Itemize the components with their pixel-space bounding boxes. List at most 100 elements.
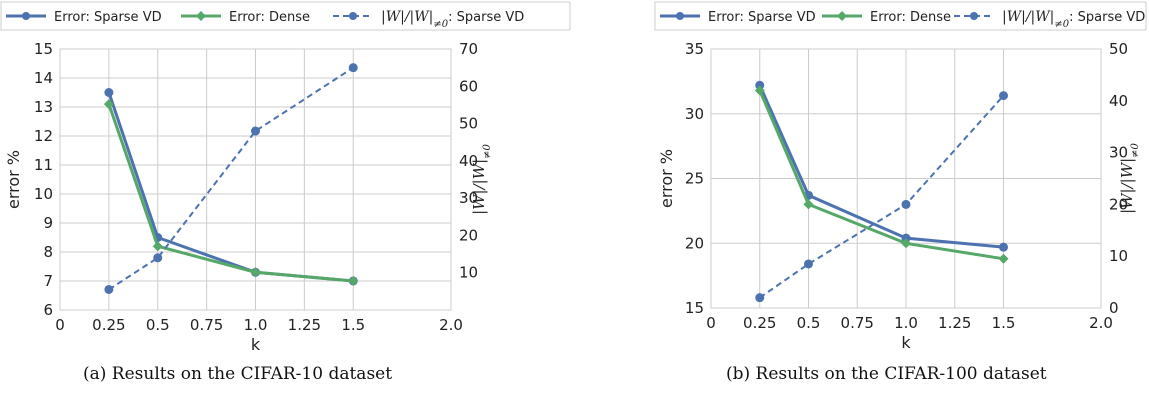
y2-tick-label: 20 bbox=[1109, 195, 1128, 213]
legend-marker-sparse-error bbox=[22, 12, 30, 20]
y-tick-label: 15 bbox=[685, 299, 704, 317]
legend-marker-dense-error bbox=[837, 11, 847, 21]
series-line bbox=[758, 89, 1004, 261]
y-tick-label: 13 bbox=[34, 98, 53, 116]
y-tick-label: 9 bbox=[43, 214, 53, 232]
y-axis-label: error % bbox=[657, 149, 676, 208]
data-point bbox=[250, 267, 261, 278]
legend-marker-sparse-ratio bbox=[349, 12, 357, 20]
data-point bbox=[103, 99, 114, 110]
series-line bbox=[758, 84, 1004, 249]
legend: Error: Sparse VD Error: Dense |W|/|W|≠0: S… bbox=[0, 1, 571, 31]
data-point bbox=[152, 241, 163, 252]
y-tick-label: 10 bbox=[34, 185, 53, 203]
series-line bbox=[108, 66, 354, 291]
legend-label-sparse-error: Error: Sparse VD bbox=[708, 10, 816, 25]
y-axis-label: error % bbox=[4, 150, 23, 209]
x-axis-label: k bbox=[251, 335, 261, 354]
data-point bbox=[251, 126, 260, 136]
y2-tick-label: 0 bbox=[1109, 299, 1119, 317]
plot-frame bbox=[710, 48, 1102, 309]
chart-panel-cifar100: Error: Sparse VD Error: Dense |W|/|W|≠0: S… bbox=[654, 0, 1149, 402]
x-tick-label: 2.0 bbox=[1089, 314, 1113, 332]
series-0 bbox=[104, 88, 358, 286]
series-2 bbox=[755, 91, 1008, 303]
x-tick-label: 1.5 bbox=[341, 316, 365, 334]
y-tick-label: 30 bbox=[685, 105, 704, 123]
y-tick-label: 12 bbox=[34, 127, 53, 145]
caption-cifar100: (b) Results on the CIFAR-100 dataset bbox=[726, 364, 1047, 384]
data-point bbox=[804, 259, 813, 269]
data-point bbox=[999, 91, 1008, 101]
x-tick-label: 0.25 bbox=[743, 314, 776, 332]
data-point bbox=[901, 238, 911, 249]
data-point bbox=[755, 293, 765, 303]
chart-cifar100: Error: Sparse VD Error: Dense |W|/|W|≠0: S… bbox=[654, 1, 1147, 352]
x-tick-label: 1.0 bbox=[894, 314, 918, 332]
y2-axis-label: |W|/|W|≠0 bbox=[1118, 142, 1141, 213]
y-tick-label: 20 bbox=[685, 234, 704, 252]
data-point bbox=[901, 233, 911, 243]
x-tick-label: 0.75 bbox=[841, 314, 874, 332]
x-tick-label: 0.5 bbox=[797, 314, 821, 332]
y-tick-label: 14 bbox=[34, 69, 53, 87]
y-tick-label: 25 bbox=[685, 170, 704, 188]
legend: Error: Sparse VD Error: Dense |W|/|W|≠0: S… bbox=[654, 1, 1147, 31]
legend-label-dense-error: Error: Dense bbox=[870, 10, 951, 25]
data-point bbox=[901, 199, 911, 209]
x-tick-label: 1.0 bbox=[244, 316, 268, 334]
y2-tick-label: 20 bbox=[459, 226, 478, 244]
data-point bbox=[755, 80, 765, 90]
y-tick-label: 6 bbox=[43, 301, 53, 319]
legend-box bbox=[654, 1, 1147, 31]
chart-panel-cifar10: Error: Sparse VD Error: Dense |W|/|W|≠0: S… bbox=[0, 0, 574, 402]
y2-tick-label: 30 bbox=[459, 189, 478, 207]
legend-box bbox=[0, 1, 571, 31]
x-tick-label: 0 bbox=[55, 316, 65, 334]
x-axis-label: k bbox=[901, 333, 911, 352]
gridlines bbox=[711, 49, 1101, 308]
y2-axis-label: |W|/|W|≠0 bbox=[470, 143, 493, 214]
legend-marker-sparse-error bbox=[676, 12, 684, 20]
data-point bbox=[803, 199, 814, 210]
x-tick-label: 1.25 bbox=[938, 314, 971, 332]
series-line bbox=[107, 103, 354, 283]
data-point bbox=[104, 284, 114, 294]
data-point bbox=[999, 242, 1008, 252]
x-tick-label: 0.25 bbox=[92, 316, 125, 334]
x-tick-label: 2.0 bbox=[439, 316, 463, 334]
y-tick-label: 15 bbox=[34, 40, 53, 58]
x-tick-label: 1.25 bbox=[288, 316, 321, 334]
y2-tick-label: 10 bbox=[459, 264, 478, 282]
legend-marker-dense-error bbox=[196, 11, 206, 21]
y2-tick-label: 40 bbox=[459, 152, 478, 170]
legend-label-sparse-ratio: |W|/|W|≠0: Sparse VD bbox=[1002, 9, 1145, 30]
data-point bbox=[998, 253, 1009, 264]
x-tick-label: 0.75 bbox=[190, 316, 223, 334]
y2-tick-label: 70 bbox=[459, 40, 478, 58]
data-point bbox=[754, 85, 765, 96]
series-1 bbox=[754, 85, 1009, 264]
chart-cifar10: Error: Sparse VD Error: Dense |W|/|W|≠0: S… bbox=[0, 1, 571, 354]
series-line bbox=[759, 94, 1005, 299]
y2-tick-label: 50 bbox=[1109, 40, 1128, 58]
series-1 bbox=[103, 99, 359, 286]
data-point bbox=[104, 88, 114, 97]
series-2 bbox=[104, 63, 358, 294]
data-point bbox=[348, 63, 358, 73]
y-tick-label: 7 bbox=[43, 272, 53, 290]
legend-label-dense-error: Error: Dense bbox=[229, 10, 310, 25]
legend-label-sparse-ratio: |W|/|W|≠0: Sparse VD bbox=[381, 9, 524, 30]
y2-tick-label: 50 bbox=[459, 115, 478, 133]
legend-marker-sparse-ratio bbox=[970, 12, 978, 20]
y-tick-label: 8 bbox=[43, 243, 53, 261]
plot-frame bbox=[59, 48, 452, 311]
series-line bbox=[107, 92, 354, 283]
y2-tick-label: 30 bbox=[1109, 144, 1128, 162]
y2-tick-label: 10 bbox=[1109, 247, 1128, 265]
legend-label-sparse-error: Error: Sparse VD bbox=[54, 10, 162, 25]
y-tick-label: 11 bbox=[34, 156, 53, 174]
y-tick-label: 35 bbox=[685, 40, 704, 58]
data-point bbox=[348, 276, 359, 286]
y2-tick-label: 40 bbox=[1109, 92, 1128, 110]
